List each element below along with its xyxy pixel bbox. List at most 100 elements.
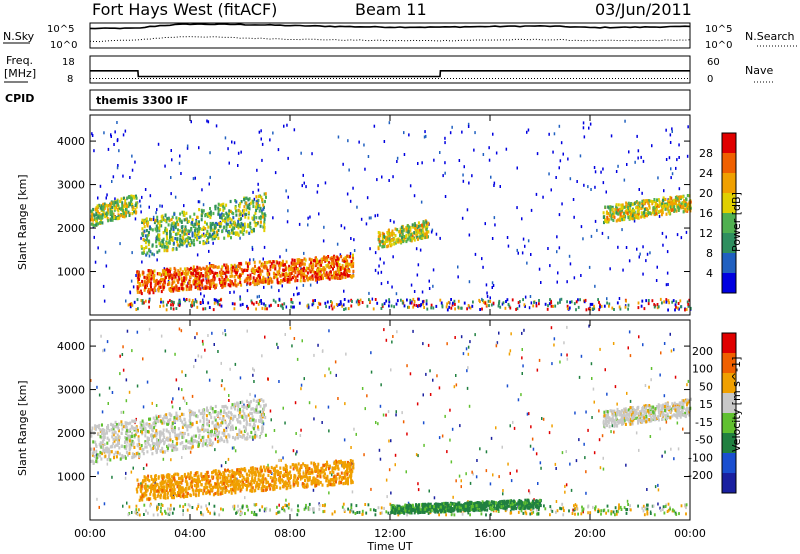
noise-cell xyxy=(664,450,666,454)
feature-cell-0 xyxy=(147,269,150,273)
feature-cell-1 xyxy=(219,224,221,228)
feature-cell-1 xyxy=(220,222,223,226)
lowrange-cell xyxy=(637,306,640,310)
feature-cell-3 xyxy=(392,238,395,242)
feature-cell-4 xyxy=(619,218,622,222)
feature-cell-0 xyxy=(316,481,319,485)
feature-cell-3 xyxy=(416,226,419,230)
noise-cell xyxy=(540,281,542,284)
feature-cell-4 xyxy=(626,211,629,215)
feature-cell-4 xyxy=(623,205,626,209)
feature-cell-0 xyxy=(288,268,290,272)
feature-cell-0 xyxy=(137,270,140,274)
lowrange-cell xyxy=(264,304,267,308)
lowrange-cell xyxy=(568,306,571,310)
feature-cell-0 xyxy=(141,279,144,284)
lowrange-cell xyxy=(575,504,578,508)
feature-cell-1 xyxy=(237,226,240,230)
noise-cell xyxy=(172,397,174,401)
lowrange-cell xyxy=(574,512,576,516)
noise-cell xyxy=(458,159,461,162)
noise-cell xyxy=(517,251,519,255)
lowrange-cell xyxy=(319,302,322,306)
noise-cell xyxy=(557,271,559,275)
noise-cell xyxy=(281,284,283,288)
feature-cell-0 xyxy=(168,476,171,480)
feature-cell-0 xyxy=(266,260,269,265)
feature-cell-0 xyxy=(197,484,200,488)
feature-cell-1 xyxy=(170,218,173,222)
feature-cell-4 xyxy=(668,198,671,202)
feature-cell-1 xyxy=(219,203,222,207)
lowrange-cell xyxy=(684,308,686,312)
feature-cell-4 xyxy=(678,195,681,199)
noise-cell xyxy=(285,248,288,252)
noise-cell xyxy=(394,453,397,457)
noise-cell xyxy=(637,149,640,153)
noise-cell xyxy=(422,393,424,397)
feature-cell-0 xyxy=(272,271,275,275)
feature-cell-1 xyxy=(171,236,174,240)
feature-cell-0 xyxy=(230,271,233,275)
noise-cell xyxy=(251,245,254,249)
feature-cell-0 xyxy=(328,273,331,277)
noise-cell xyxy=(93,149,95,153)
noise-cell xyxy=(353,238,355,242)
feature-cell-1 xyxy=(204,214,207,218)
noise-cell xyxy=(294,401,297,405)
feature-cell-0 xyxy=(319,469,322,473)
noise-cell xyxy=(263,245,266,249)
feature-cell-0 xyxy=(281,279,284,283)
feature-cell-1 xyxy=(158,249,161,253)
feature-cell-1 xyxy=(153,220,156,225)
feature-cell-0 xyxy=(188,286,191,290)
feature-cell-2 xyxy=(113,200,116,204)
noise-cell xyxy=(530,253,532,256)
noise-cell xyxy=(593,400,595,404)
feature-cell-0 xyxy=(261,280,264,284)
feature-cell-0 xyxy=(183,267,186,271)
feature-cell-2 xyxy=(109,204,112,208)
feature-cell-1 xyxy=(146,224,149,228)
feature-cell-0 xyxy=(309,471,312,475)
feature-cell-1 xyxy=(213,226,216,230)
noise-cell xyxy=(209,175,211,179)
noise-cell xyxy=(529,444,532,448)
feature-cell-1 xyxy=(145,220,148,224)
lowrange-cell xyxy=(410,301,413,305)
lowrange-cell xyxy=(549,513,551,517)
feature-cell-0 xyxy=(287,272,290,276)
noise-cell xyxy=(90,379,92,382)
lowrange-cell xyxy=(566,307,569,311)
lowrange-cell xyxy=(161,504,164,507)
feature-cell-0 xyxy=(251,486,254,490)
feature-cell-4 xyxy=(631,207,634,211)
feature-cell-0 xyxy=(144,282,147,286)
lowrange-cell xyxy=(674,303,677,307)
lowrange-cell xyxy=(668,301,670,305)
feature-cell-0 xyxy=(176,278,179,282)
feature-cell-0 xyxy=(251,267,254,271)
feature-cell-0 xyxy=(344,464,347,468)
lowrange-cell xyxy=(679,305,682,309)
noise-cell xyxy=(249,258,251,262)
noise-cell xyxy=(129,176,131,179)
lowrange-cell xyxy=(403,304,406,308)
feature-cell-4 xyxy=(615,203,618,207)
lowrange-cell xyxy=(482,300,485,304)
feature-cell-1 xyxy=(145,245,148,249)
lowrange-cell xyxy=(131,303,133,307)
feature-cell-0 xyxy=(234,477,237,481)
feature-cell-1 xyxy=(145,253,148,257)
feature-cell-0 xyxy=(239,486,242,490)
lowrange-cell xyxy=(667,508,670,512)
feature-cell-1 xyxy=(151,243,154,247)
feature-cell-0 xyxy=(314,481,317,485)
feature-cell-2 xyxy=(109,210,112,214)
feature-cell-3 xyxy=(409,228,412,232)
noise-cell xyxy=(285,189,287,193)
feature-cell-1 xyxy=(225,222,228,226)
feature-cell-1 xyxy=(164,214,167,218)
lowrange-cell xyxy=(451,303,454,307)
feature-cell-0 xyxy=(220,486,222,490)
